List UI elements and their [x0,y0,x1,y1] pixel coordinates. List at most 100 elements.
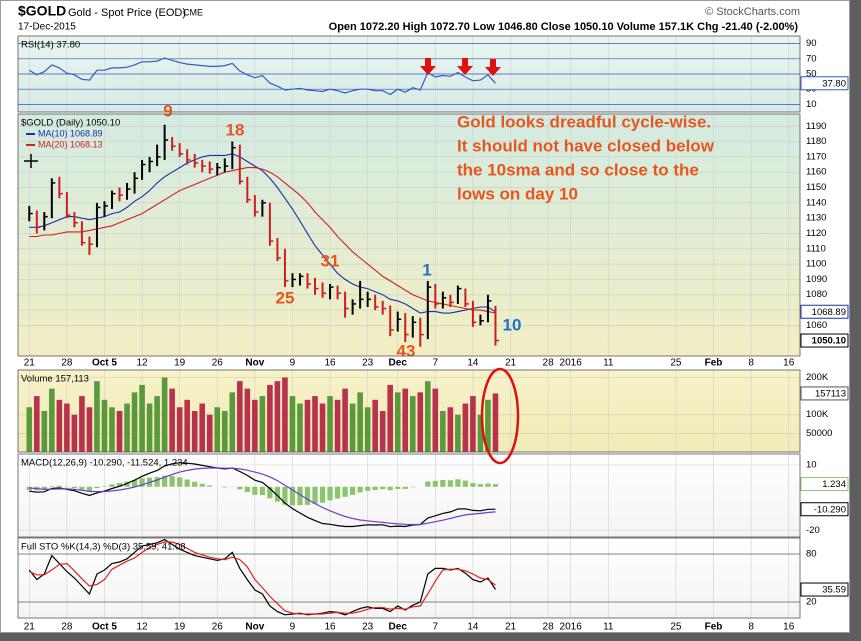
highlight-ellipse [480,367,520,465]
y-tick-label: 20 [806,597,817,608]
volume-bar [477,414,484,452]
x-tick-label: 8 [748,358,754,369]
last-value-label: -10.290 [814,504,846,515]
histogram-bar [94,486,100,489]
x-tick-label: 16 [783,622,795,633]
histogram-bar [402,486,408,489]
histogram-bar [237,486,243,490]
y-tick-label: 1150 [806,182,826,193]
x-tick-label: 23 [362,622,374,633]
volume-bar [349,403,356,452]
y-tick-label: 80 [806,549,817,560]
histogram-bar [455,479,461,487]
frame-shadow [0,633,861,641]
annotation: 31 [321,251,340,270]
histogram-bar [440,479,446,487]
volume-bar [334,399,341,452]
x-tick-label: 7 [433,358,439,369]
x-tick-label: 21 [505,358,517,369]
histogram-bar [297,486,303,506]
x-tick-label: Oct 5 [92,622,117,633]
y-tick-label: 200K [806,372,829,383]
y-tick-label: 100K [806,409,829,420]
volume-bar [154,396,160,452]
histogram-bar [372,486,378,491]
y-tick-label: 90 [806,38,817,49]
series-line [29,467,496,526]
annotation: 43 [397,341,416,360]
histogram-bar [327,486,333,501]
histogram-bar [49,486,55,487]
histogram-bar [425,481,431,487]
annotation: 10 [503,315,522,334]
volume-bar [244,388,251,452]
y-tick-label: 1060 [806,320,827,331]
volume-bar [462,403,469,452]
volume-bar [56,399,63,452]
volume-bar [86,407,93,452]
x-tick-label: 21 [24,358,36,369]
x-tick-label: 28 [543,358,555,369]
quote: Open 1072.20 High 1072.70 Low 1046.80 Cl… [329,21,799,33]
x-tick-label: 12 [137,622,149,633]
histogram-bar [289,486,296,506]
volume-bar [387,384,394,452]
last-value-box [800,76,849,91]
volume-bar [139,384,145,452]
y-tick-label: 1090 [806,274,827,285]
volume-bar [424,381,431,452]
volume-bar [169,388,175,452]
histogram-bar [282,486,288,505]
y-tick-label: 70 [806,53,817,64]
histogram-bar [192,481,198,487]
series-line [28,538,497,616]
volume-bar [342,388,348,452]
x-tick-label: 16 [324,622,336,633]
panel-border [17,113,801,357]
y-tick-label: 1180 [806,136,826,147]
x-tick-label: 7 [433,622,439,633]
histogram-bar [462,480,468,487]
date: 17-Dec-2015 [18,22,76,33]
y-tick-label: 10 [806,99,817,110]
y-tick-label: 1170 [806,151,826,162]
instrument-name: Gold - Spot Price (EOD) [68,7,186,19]
panel-background [18,538,800,618]
volume-bar [161,377,168,452]
volume-bar [221,411,228,452]
histogram-bar [109,484,115,487]
volume-bar [417,392,424,452]
x-tick-label: 16 [783,358,795,369]
histogram-bar [319,486,326,503]
last-value-box [800,502,849,517]
volume-bar [379,411,386,452]
volume-bar [402,388,409,452]
histogram-bar [357,486,363,493]
histogram-bar [447,480,453,487]
legend-entry: MA(20) 1068.13 [38,139,103,149]
last-value-box [800,333,849,348]
x-tick-label: 11 [603,622,614,633]
histogram-bar [79,486,85,490]
y-tick-label: 1100 [806,259,826,270]
histogram-bar [485,483,491,487]
histogram-bar [199,483,205,487]
volume-bar [26,407,33,452]
volume-bar [492,393,499,452]
annotation: 25 [276,288,295,307]
volume-bar [364,407,371,452]
volume-bar [116,411,123,452]
volume-bar [41,411,48,452]
x-tick-label: 12 [137,358,149,369]
x-tick-label: 16 [324,358,336,369]
x-tick-label: 26 [212,622,224,633]
volume-bar [409,396,416,452]
histogram-bar [56,485,62,487]
x-tick-label: 9 [290,622,296,633]
panel-title: Full STO %K(14,3) %D(3) 35.59, 41.08 [21,542,186,553]
crosshair [24,154,38,168]
x-tick-label: 26 [212,358,224,369]
histogram-bar [131,479,138,487]
histogram-bar [177,477,183,487]
last-value-box [800,304,849,319]
